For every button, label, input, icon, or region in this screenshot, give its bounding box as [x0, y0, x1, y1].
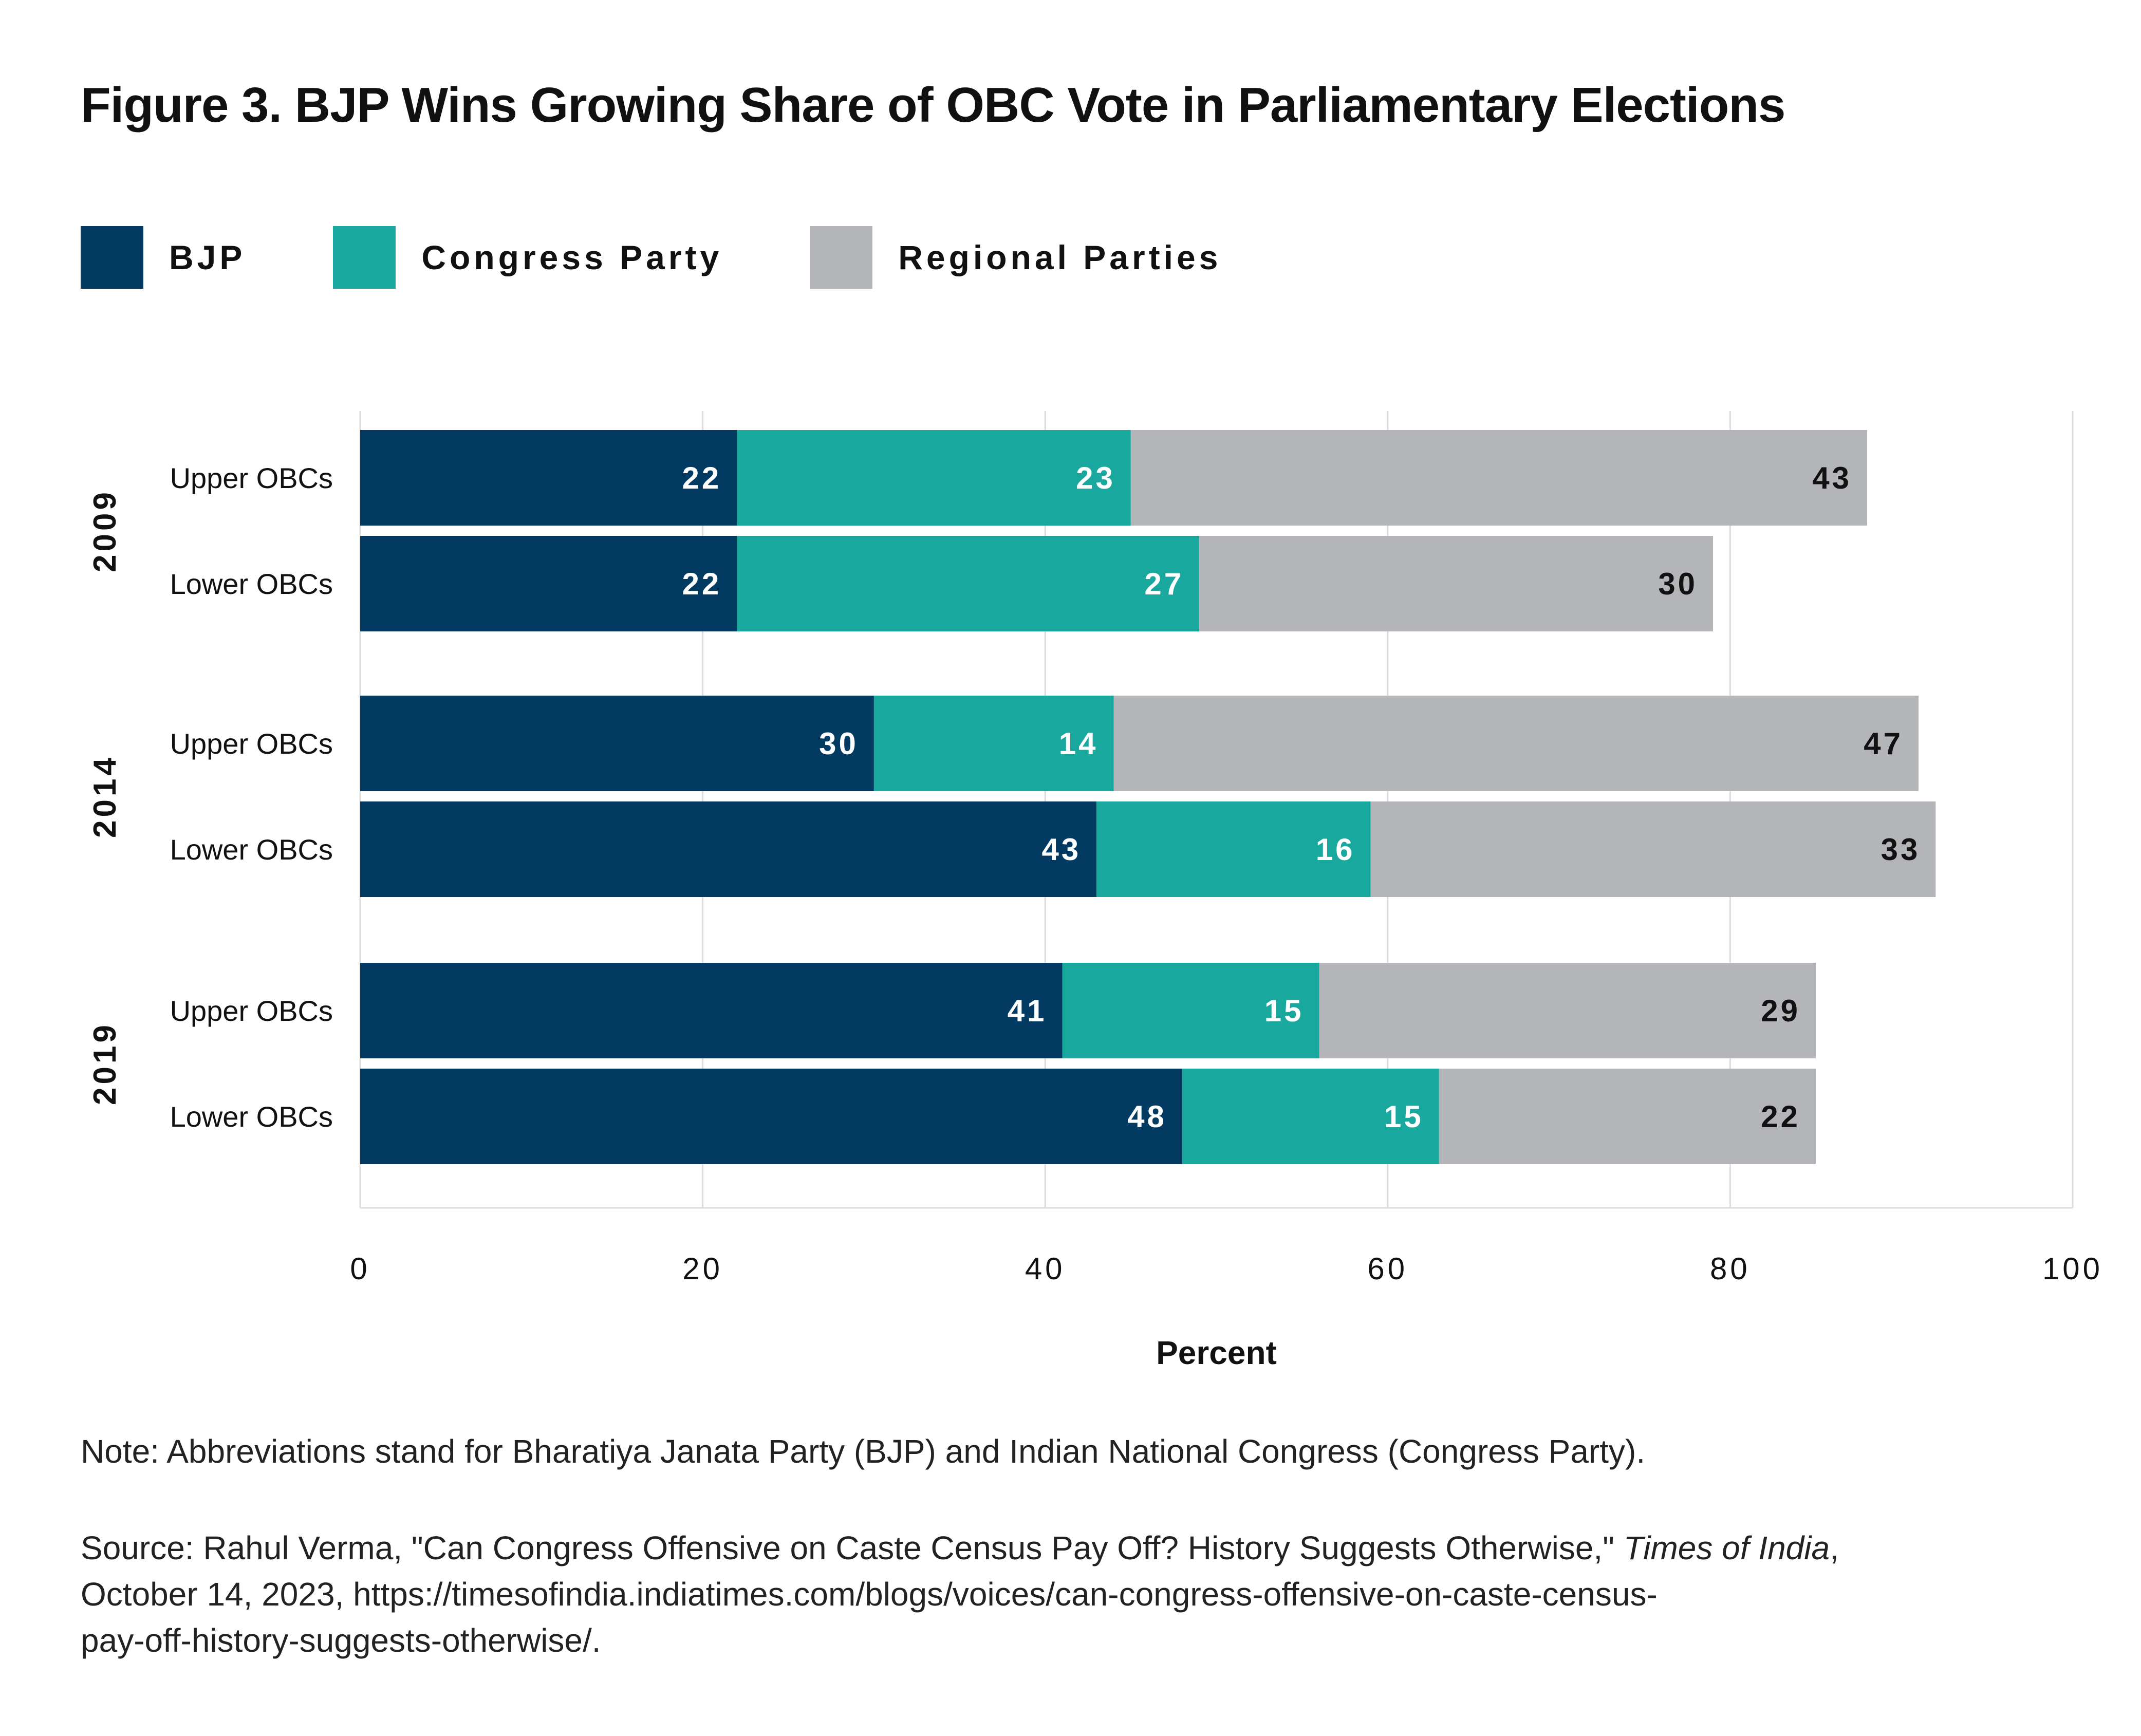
bar-2009-2 — [1199, 536, 1714, 631]
legend: BJP Congress Party Regional Parties — [81, 226, 1309, 289]
group-label-2014: 2014 — [87, 755, 123, 838]
row-label: Lower OBCs — [170, 1100, 333, 1133]
bar-2009-1 — [737, 430, 1131, 526]
bar-2019-2 — [1439, 1069, 1816, 1164]
legend-label: Regional Parties — [898, 238, 1222, 276]
bar-2014-1 — [1096, 801, 1371, 897]
data-label: 48 — [1127, 1099, 1167, 1134]
x-tick-label: 80 — [1710, 1252, 1751, 1286]
bar-2019-1 — [1182, 1069, 1439, 1164]
source-line3: pay-off-history-suggests-otherwise/. — [81, 1622, 601, 1659]
row-label: Upper OBCs — [170, 462, 333, 494]
group-label-2019: 2019 — [87, 1022, 123, 1105]
data-label: 15 — [1384, 1099, 1424, 1134]
legend-item-bjp: BJP — [81, 226, 246, 289]
legend-item-congress: Congress Party — [333, 226, 722, 289]
data-label: 23 — [1076, 461, 1115, 495]
source-line2: October 14, 2023, https://timesofindia.i… — [81, 1576, 1658, 1613]
x-tick-label: 60 — [1367, 1252, 1408, 1286]
data-label: 43 — [1812, 461, 1852, 495]
source-prefix: Source: Rahul Verma, "Can Congress Offen… — [81, 1529, 1624, 1566]
row-label: Upper OBCs — [170, 727, 333, 760]
x-tick-label: 0 — [350, 1252, 370, 1286]
legend-swatch-congress — [333, 226, 396, 289]
x-tick-label: 40 — [1025, 1252, 1066, 1286]
row-label: Upper OBCs — [170, 995, 333, 1027]
data-label: 15 — [1264, 994, 1304, 1028]
data-label: 30 — [1658, 567, 1698, 601]
row-label: Lower OBCs — [170, 833, 333, 866]
legend-label: Congress Party — [421, 238, 723, 276]
bar-2019-2 — [1319, 963, 1816, 1058]
legend-item-regional: Regional Parties — [810, 226, 1221, 289]
bar-2019-0 — [360, 963, 1063, 1058]
legend-swatch-regional — [810, 226, 873, 289]
data-label: 22 — [1761, 1099, 1800, 1134]
chart-title: Figure 3. BJP Wins Growing Share of OBC … — [81, 78, 1785, 133]
data-label: 33 — [1881, 832, 1921, 867]
legend-swatch-bjp — [81, 226, 143, 289]
data-label: 29 — [1761, 994, 1800, 1028]
x-tick-label: 20 — [682, 1252, 723, 1286]
bar-2009-0 — [360, 536, 737, 631]
bar-2014-2 — [1113, 696, 1919, 791]
bar-2014-1 — [873, 696, 1114, 791]
data-label: 22 — [682, 567, 722, 601]
data-label: 43 — [1041, 832, 1081, 867]
legend-label: BJP — [169, 238, 246, 276]
bar-2009-0 — [360, 430, 737, 526]
source-line1-end: , — [1830, 1529, 1839, 1566]
data-label: 14 — [1059, 726, 1099, 761]
note-text: Note: Abbreviations stand for Bharatiya … — [81, 1433, 1646, 1470]
bar-2014-0 — [360, 801, 1097, 897]
data-label: 30 — [819, 726, 859, 761]
row-label: Lower OBCs — [170, 568, 333, 600]
bar-2009-2 — [1130, 430, 1868, 526]
bar-2014-2 — [1370, 801, 1936, 897]
bar-2019-0 — [360, 1069, 1182, 1164]
x-axis-label: Percent — [1156, 1334, 1277, 1371]
data-label: 16 — [1316, 832, 1355, 867]
source-publication: Times of India — [1623, 1529, 1830, 1566]
bar-2014-0 — [360, 696, 874, 791]
group-label-2009: 2009 — [87, 489, 123, 572]
x-tick-label: 100 — [2042, 1252, 2103, 1286]
data-label: 47 — [1864, 726, 1903, 761]
bar-2009-1 — [737, 536, 1200, 631]
data-label: 22 — [682, 461, 722, 495]
data-label: 41 — [1008, 994, 1047, 1028]
data-label: 27 — [1144, 567, 1184, 601]
bar-2019-1 — [1062, 963, 1319, 1058]
source-text: Source: Rahul Verma, "Can Congress Offen… — [81, 1525, 1839, 1664]
